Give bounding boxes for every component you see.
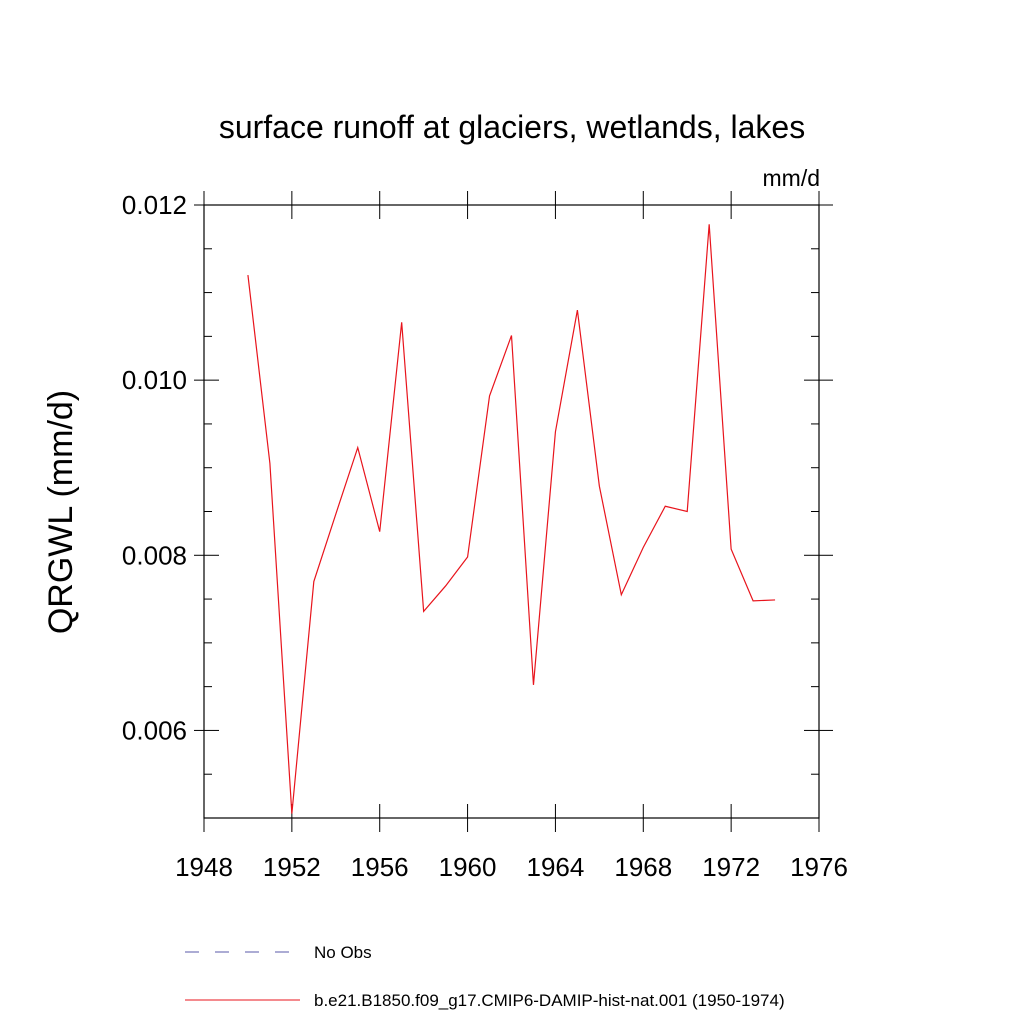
x-tick-label: 1948 [175,852,233,882]
chart-title: surface runoff at glaciers, wetlands, la… [219,109,805,145]
y-tick-label: 0.006 [122,715,187,745]
y-axis-ticks [194,205,833,818]
x-tick-label: 1968 [614,852,672,882]
plot-frame [204,205,819,818]
y-axis-tick-labels: 0.006 0.008 0.010 0.012 [122,190,187,745]
y-tick-label: 0.008 [122,540,187,570]
x-tick-label: 1976 [790,852,848,882]
x-tick-label: 1964 [527,852,585,882]
y-tick-label: 0.010 [122,365,187,395]
x-axis-tick-labels: 1948 1952 1956 1960 1964 1968 1972 1976 [175,852,848,882]
units-label: mm/d [763,165,821,191]
legend-label-model: b.e21.B1850.f09_g17.CMIP6-DAMIP-hist-nat… [314,991,785,1010]
legend: No Obs b.e21.B1850.f09_g17.CMIP6-DAMIP-h… [185,943,785,1010]
plot-lines [248,224,775,813]
x-tick-label: 1972 [702,852,760,882]
x-tick-label: 1956 [351,852,409,882]
y-tick-label: 0.012 [122,190,187,220]
legend-label-no-obs: No Obs [314,943,372,962]
x-tick-label: 1952 [263,852,321,882]
x-axis-ticks [204,191,819,832]
x-tick-label: 1960 [439,852,497,882]
series-line-1 [248,224,775,813]
y-axis-label: QRGWL (mm/d) [42,390,80,634]
